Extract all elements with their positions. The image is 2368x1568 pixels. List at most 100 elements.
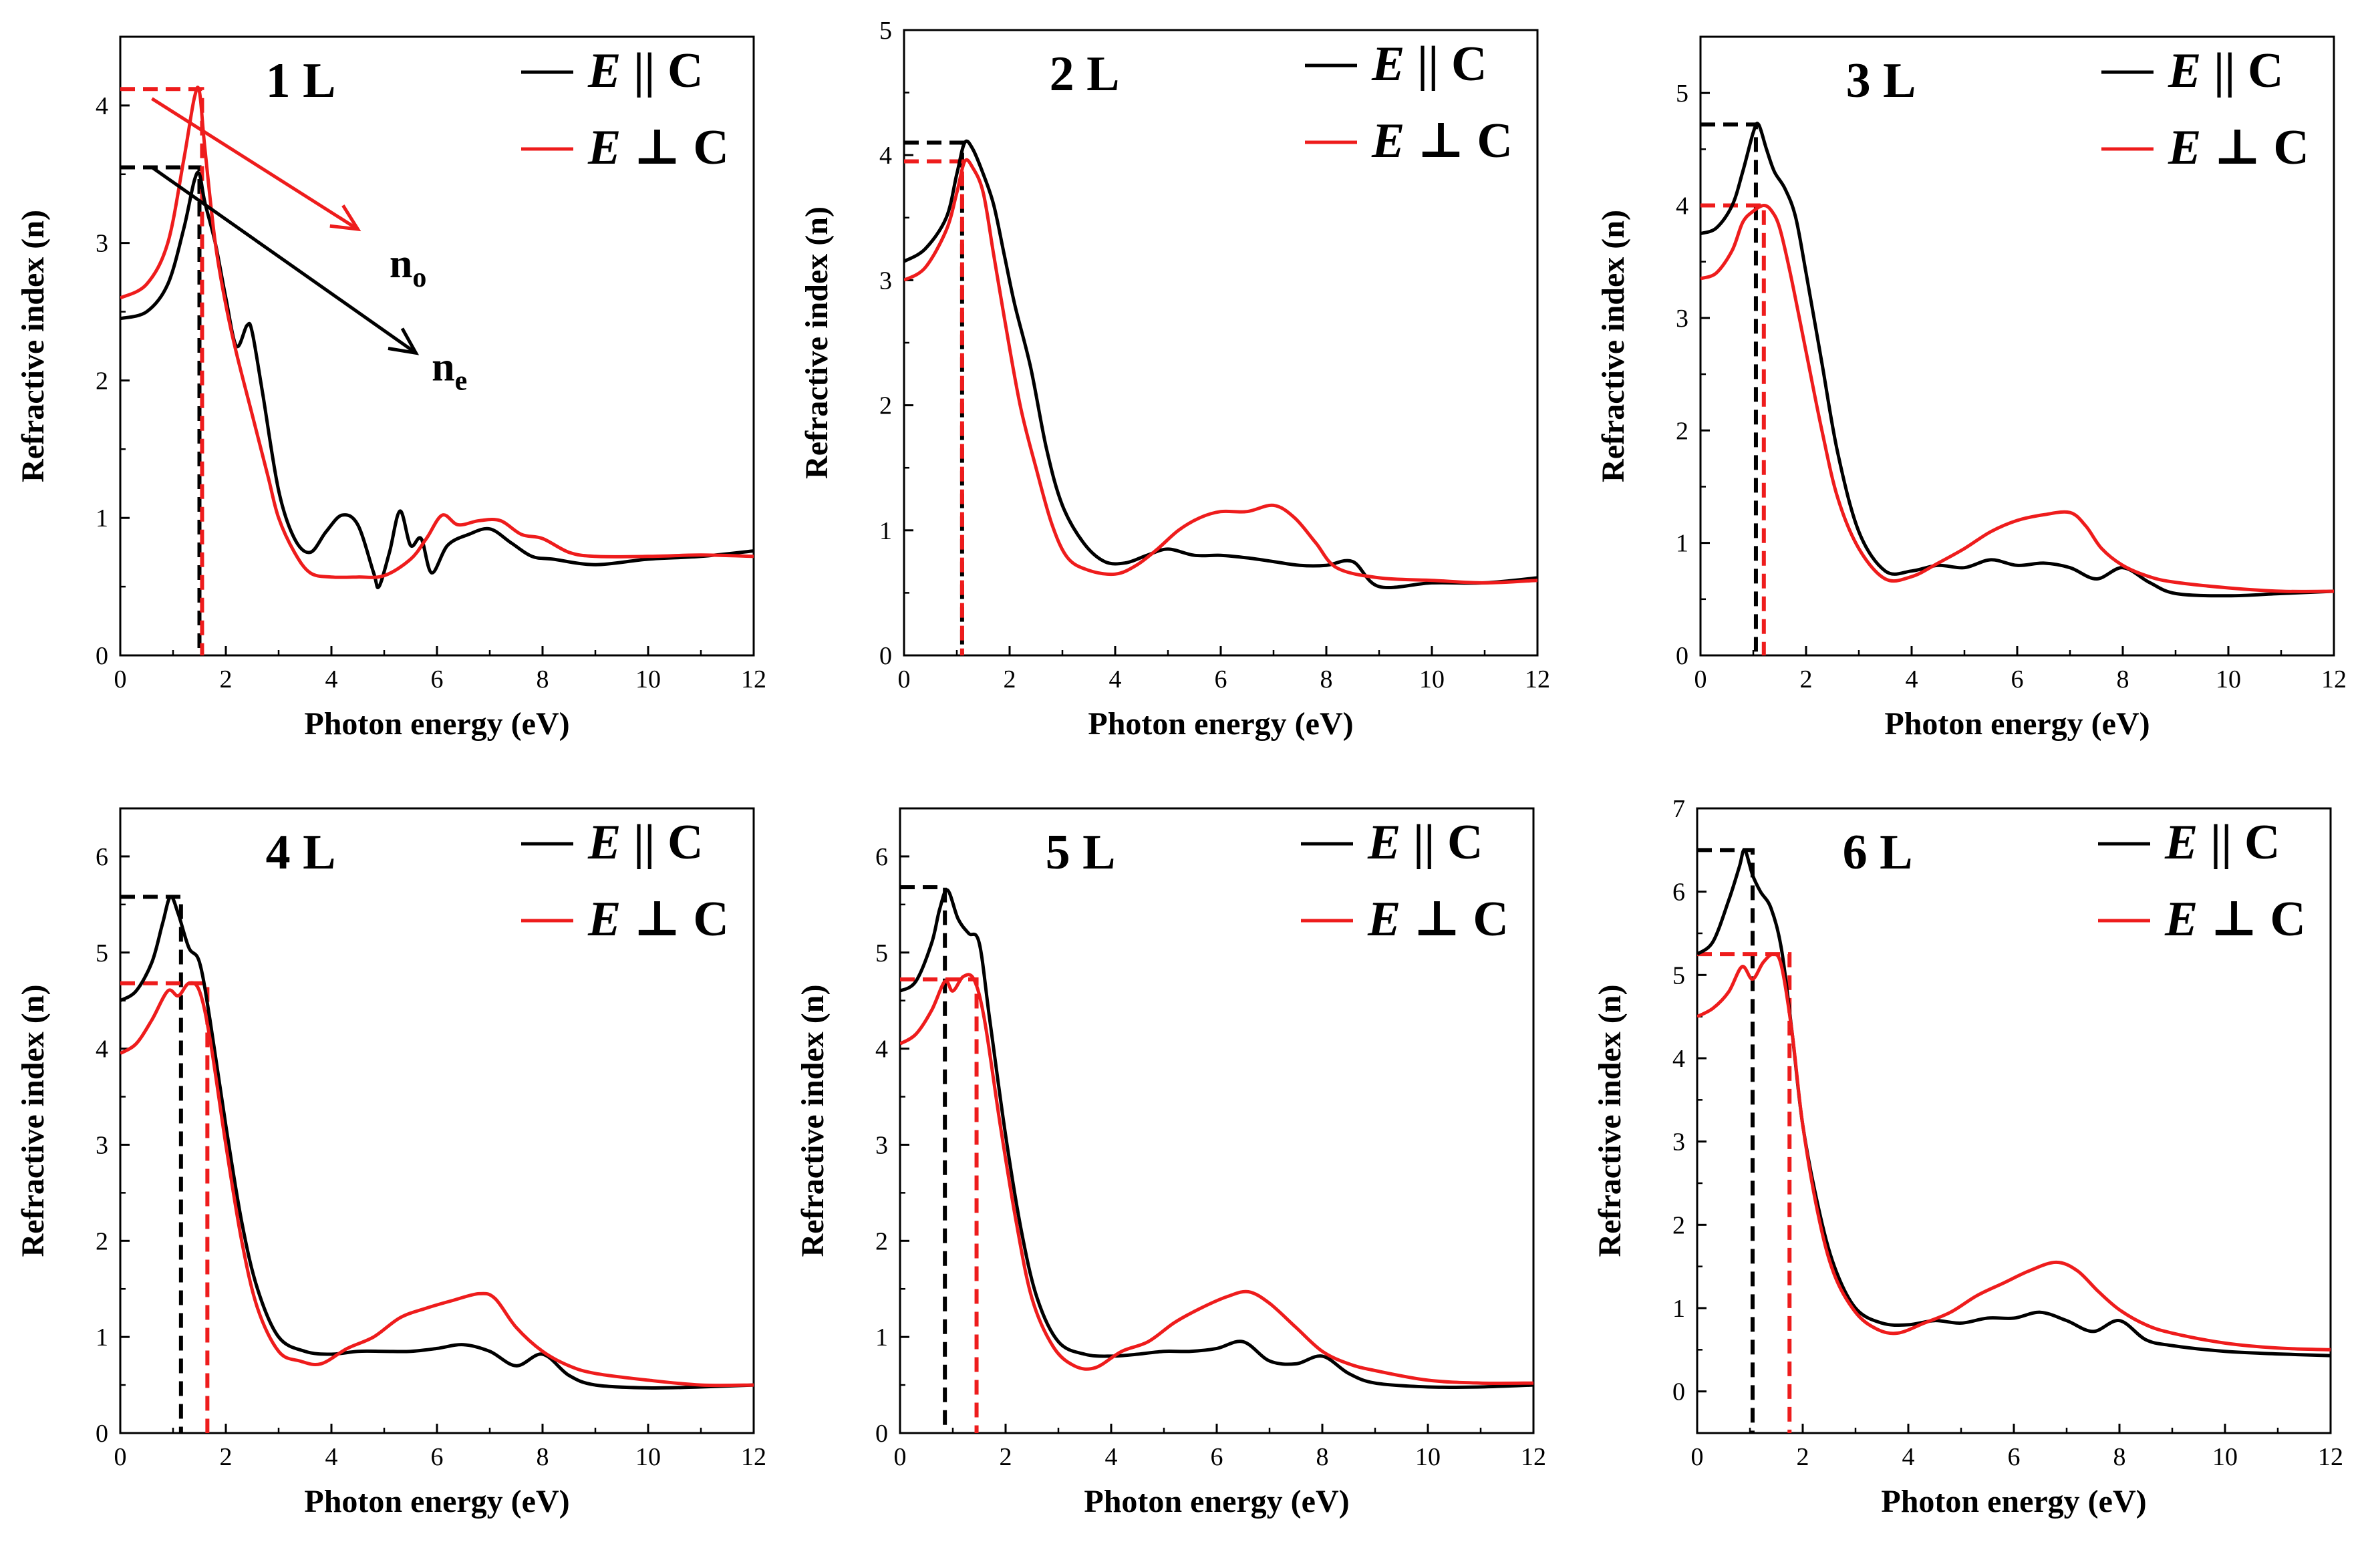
y-tick-label: 4 <box>1676 192 1688 220</box>
legend-label-perpendicular: E ⊥ C <box>2164 892 2306 947</box>
arrow-shaft <box>150 166 417 355</box>
y-tick-label: 0 <box>96 642 108 670</box>
y-tick-label: 1 <box>96 504 108 532</box>
y-tick-label: 0 <box>1672 1378 1685 1406</box>
dashed-peak-guide <box>120 87 204 655</box>
legend-label-parallel: E || C <box>587 43 703 98</box>
panel-title: 2 L <box>1050 47 1120 102</box>
dashed-peak-guide <box>904 159 964 655</box>
y-tick-label: 3 <box>96 1131 108 1159</box>
legend-label-parallel: E || C <box>2164 815 2280 870</box>
y-tick-label: 2 <box>1676 417 1688 445</box>
series-line-parallel <box>904 139 1537 590</box>
series-line-perpendicular <box>120 981 754 1388</box>
x-tick-label: 2 <box>1800 665 1813 693</box>
panel-title: 5 L <box>1046 825 1116 880</box>
x-tick-label: 12 <box>2321 665 2347 693</box>
y-tick-label: 1 <box>96 1323 108 1352</box>
x-tick-label: 2 <box>1004 665 1016 693</box>
y-tick-label: 4 <box>96 1036 108 1064</box>
y-tick-label: 1 <box>875 1323 888 1352</box>
x-axis-label: Photon energy (eV) <box>1881 1484 2146 1519</box>
x-tick-label: 12 <box>2318 1443 2343 1471</box>
panel-title: 6 L <box>1843 825 1913 880</box>
x-tick-label: 2 <box>1797 1443 1809 1471</box>
arrow-shaft <box>151 97 359 231</box>
y-tick-label: 4 <box>875 1036 888 1064</box>
y-axis-label: Refractive index (n) <box>1592 985 1628 1257</box>
arrow-head <box>388 327 420 355</box>
dashed-peak-guide <box>904 140 964 655</box>
series-line-perpendicular <box>900 973 1533 1386</box>
dashed-peak-guide <box>120 895 183 1433</box>
y-tick-label: 1 <box>879 517 892 545</box>
x-tick-label: 10 <box>2216 665 2241 693</box>
y-tick-label: 0 <box>875 1420 888 1448</box>
x-tick-label: 10 <box>2212 1443 2238 1471</box>
y-tick-label: 6 <box>1672 879 1685 907</box>
legend-label-perpendicular: E ⊥ C <box>587 120 729 175</box>
x-axis-label: Photon energy (eV) <box>304 1484 569 1519</box>
plot-area <box>1697 848 2331 1433</box>
legend-label-parallel: E || C <box>2168 43 2283 98</box>
dashed-peak-guide <box>900 977 979 1433</box>
legend-label-perpendicular: E ⊥ C <box>1367 892 1509 947</box>
x-tick-label: 6 <box>2008 1443 2021 1471</box>
plot-area <box>900 885 1533 1433</box>
panel-title: 1 L <box>266 53 336 108</box>
x-tick-label: 8 <box>1316 1443 1329 1471</box>
x-tick-label: 2 <box>220 1443 233 1471</box>
dashed-peak-guide <box>120 165 202 655</box>
arrow-head <box>329 204 361 232</box>
x-axis-label: Photon energy (eV) <box>1884 706 2150 742</box>
y-tick-label: 7 <box>1672 795 1685 823</box>
y-tick-label: 5 <box>875 939 888 967</box>
x-tick-label: 2 <box>220 665 233 693</box>
plot-area <box>120 895 754 1433</box>
y-axis-label: Refractive index (n) <box>795 985 831 1257</box>
y-tick-label: 1 <box>1672 1295 1685 1323</box>
x-tick-label: 12 <box>741 1443 766 1471</box>
y-axis-label: Refractive index (n) <box>15 985 51 1257</box>
x-tick-label: 6 <box>431 1443 444 1471</box>
arrow-label: no <box>390 241 426 293</box>
y-tick-label: 4 <box>96 92 108 120</box>
y-tick-label: 2 <box>879 392 892 420</box>
x-tick-label: 4 <box>1105 1443 1118 1471</box>
x-tick-label: 0 <box>1694 665 1707 693</box>
series-line-perpendicular <box>904 158 1537 585</box>
x-tick-label: 10 <box>1419 665 1445 693</box>
series-line-parallel <box>120 895 754 1390</box>
legend-label-perpendicular: E ⊥ C <box>1371 114 1513 168</box>
x-tick-label: 10 <box>635 665 661 693</box>
x-tick-label: 2 <box>1000 1443 1012 1471</box>
legend-label-perpendicular: E ⊥ C <box>2168 120 2309 175</box>
y-tick-label: 3 <box>879 267 892 295</box>
y-tick-label: 5 <box>1676 80 1688 108</box>
legend-label-parallel: E || C <box>1367 815 1483 870</box>
y-axis-label: Refractive index (n) <box>799 206 835 479</box>
x-tick-label: 10 <box>1415 1443 1441 1471</box>
legend-label-perpendicular: E ⊥ C <box>587 892 729 947</box>
y-tick-label: 3 <box>96 230 108 258</box>
x-tick-label: 12 <box>1525 665 1550 693</box>
legend-label-parallel: E || C <box>1371 37 1487 92</box>
x-tick-label: 12 <box>741 665 766 693</box>
y-tick-label: 2 <box>96 367 108 395</box>
x-tick-label: 4 <box>1906 665 1918 693</box>
panel-title: 3 L <box>1846 53 1916 108</box>
y-tick-label: 5 <box>96 939 108 967</box>
y-tick-label: 3 <box>1676 305 1688 333</box>
y-tick-label: 0 <box>1676 642 1688 670</box>
dashed-peak-guide <box>120 981 210 1433</box>
x-axis-label: Photon energy (eV) <box>304 706 569 742</box>
plot-area <box>120 86 754 655</box>
x-tick-label: 0 <box>1691 1443 1704 1471</box>
